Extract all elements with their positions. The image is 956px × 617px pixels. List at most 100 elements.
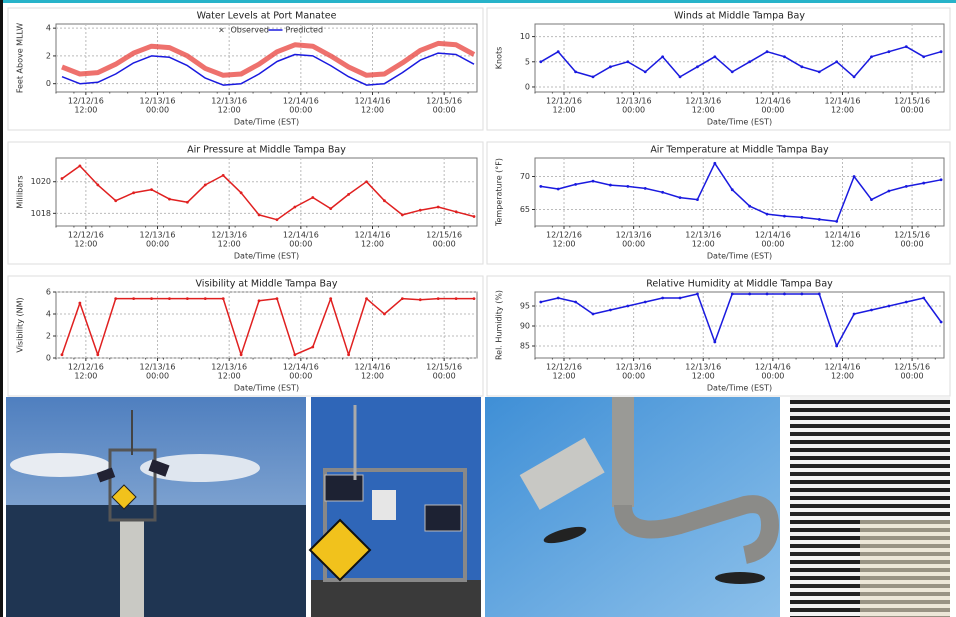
chart-panel: Water Levels at Port Manatee02412/12/161… [8,8,483,130]
y-axis-label: Visibility (NM) [16,297,25,352]
x-tick-label: 12/14/16 [355,97,391,106]
chart-title: Air Pressure at Middle Tampa Bay [187,145,346,156]
data-point [783,55,786,58]
data-point [365,297,368,300]
photo-glitched [790,397,950,617]
data-point [473,215,476,218]
y-tick-label: 6 [46,288,51,297]
data-point [766,50,769,53]
x-tick-label: 00:00 [289,106,312,115]
screenshot: Water Levels at Port Manatee02412/12/161… [0,0,956,617]
data-point [661,297,664,300]
x-tick-label: 12:00 [74,240,97,249]
x-tick-label: 12/12/16 [546,97,582,106]
legend-label: Observed [231,26,270,35]
x-tick-label: 00:00 [622,106,645,115]
y-tick-label: 4 [46,310,51,319]
x-tick-label: 12/15/16 [426,363,462,372]
x-tick-label: 12:00 [692,106,715,115]
data-point [437,206,440,209]
data-point [609,309,612,312]
data-point [574,183,577,186]
x-tick-label: 00:00 [901,372,924,381]
data-point [222,174,225,177]
data-point [800,293,803,296]
data-point [347,193,350,196]
data-point [258,214,261,217]
x-tick-label: 12:00 [74,372,97,381]
data-point [365,180,368,183]
data-point [870,198,873,201]
data-point [557,188,560,191]
data-point [661,55,664,58]
data-point [222,297,225,300]
plot-area [56,292,477,358]
data-point [887,190,890,193]
data-point [887,50,890,53]
data-point [78,302,81,305]
y-tick-label: 0 [46,79,51,88]
plot-area [56,158,477,226]
data-point [592,75,595,78]
data-point [61,353,64,356]
y-tick-label: 0 [46,354,51,363]
data-point [574,70,577,73]
data-point [609,65,612,68]
data-point [276,218,279,221]
data-point [383,199,386,202]
x-axis-label: Date/Time (EST) [234,252,299,261]
chart-panel: Visibility at Middle Tampa Bay024612/12/… [8,276,483,396]
data-point [383,313,386,316]
data-point [132,191,135,194]
y-axis-label: Millibars [16,175,25,208]
data-point [419,209,422,212]
data-point [644,70,647,73]
y-tick-label: 70 [520,172,530,181]
x-tick-label: 12/13/16 [140,363,176,372]
x-axis-label: Date/Time (EST) [234,384,299,393]
data-point [835,345,838,348]
x-tick-label: 12:00 [218,372,241,381]
data-point [922,182,925,185]
data-point [539,301,542,304]
x-tick-label: 00:00 [761,106,784,115]
data-point [905,301,908,304]
data-point [870,55,873,58]
x-tick-label: 12/13/16 [140,97,176,106]
x-tick-label: 00:00 [622,240,645,249]
legend-label: Predicted [286,26,324,35]
x-tick-label: 12/15/16 [894,97,930,106]
data-point [679,75,682,78]
data-point [78,165,81,168]
data-point [240,353,243,356]
data-point [276,297,279,300]
x-tick-label: 12/12/16 [68,231,104,240]
chart-title: Winds at Middle Tampa Bay [674,11,805,22]
data-point [853,313,856,316]
data-point [748,293,751,296]
data-point [132,297,135,300]
y-tick-label: 1020 [31,177,51,186]
data-point [679,196,682,199]
x-tick-label: 12/14/16 [283,363,319,372]
data-point [557,50,560,53]
charts: Water Levels at Port Manatee02412/12/161… [8,8,950,396]
data-point [853,75,856,78]
chart-panel: Relative Humidity at Middle Tampa Bay859… [487,276,950,396]
y-tick-label: 65 [520,205,530,214]
data-point [818,70,821,73]
x-tick-label: 12/13/16 [616,363,652,372]
data-point [783,215,786,218]
data-point [61,177,64,180]
chart-panel: Air Temperature at Middle Tampa Bay65701… [487,142,950,264]
x-tick-label: 12:00 [692,240,715,249]
x-tick-label: 00:00 [901,106,924,115]
data-point [731,293,734,296]
x-tick-label: 00:00 [289,240,312,249]
data-point [870,309,873,312]
y-axis-label: Knots [495,47,504,70]
y-tick-label: 2 [46,332,51,341]
data-point [311,346,314,349]
x-tick-label: 12:00 [552,106,575,115]
x-tick-label: 12:00 [831,372,854,381]
